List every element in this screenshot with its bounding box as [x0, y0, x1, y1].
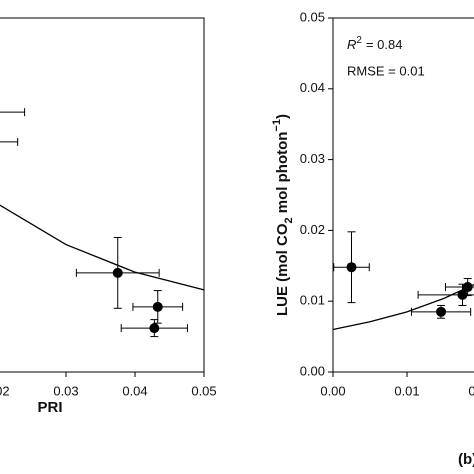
y-tick-label: 0.02 — [300, 222, 325, 237]
x-tick-label: 0.01 — [394, 383, 419, 398]
y-tick-label: 0.00 — [300, 363, 325, 378]
y-tick-label: 0.05 — [300, 9, 325, 24]
x-tick-label: 0.04 — [122, 383, 147, 398]
y-tick-label: 0.03 — [300, 151, 325, 166]
plot-frame — [0, 17, 205, 373]
annotation: R2 = 0.84 — [347, 35, 402, 52]
y-axis-label-part: 2 — [283, 217, 295, 223]
x-tick-label: 0.03 — [53, 383, 78, 398]
point — [149, 323, 160, 334]
point — [457, 289, 468, 300]
x-tick-label: 0.05 — [191, 383, 216, 398]
x-tick-label: 0.02 — [468, 383, 474, 398]
point — [462, 282, 473, 293]
point — [112, 267, 123, 278]
point — [152, 301, 163, 312]
x-axis-label: PRI — [37, 399, 62, 416]
fit-curve — [0, 204, 205, 291]
point — [436, 306, 447, 317]
annotation-part: R — [347, 37, 356, 52]
y-axis-label-part: mol photon — [274, 132, 291, 218]
x-tick-label: 0.02 — [0, 383, 10, 398]
y-tick-label: 0.01 — [300, 293, 325, 308]
plot-frame — [332, 17, 474, 373]
panel-label: (b) — [458, 451, 474, 468]
y-axis-label-part: ) — [274, 114, 291, 119]
fit-curve — [332, 283, 474, 331]
y-tick-label: 0.04 — [300, 80, 325, 95]
y-axis-label-part: LUE (mol CO — [274, 223, 291, 316]
annotation-part: = 0.84 — [366, 37, 403, 52]
point — [346, 262, 357, 273]
y-axis-label-part: −1 — [271, 119, 283, 132]
x-tick-label: 0.00 — [320, 383, 345, 398]
annotation: RMSE = 0.01 — [347, 63, 425, 78]
y-axis-label: LUE (mol CO2 mol photon−1) — [271, 114, 295, 316]
annotation-part: 2 — [356, 35, 362, 46]
